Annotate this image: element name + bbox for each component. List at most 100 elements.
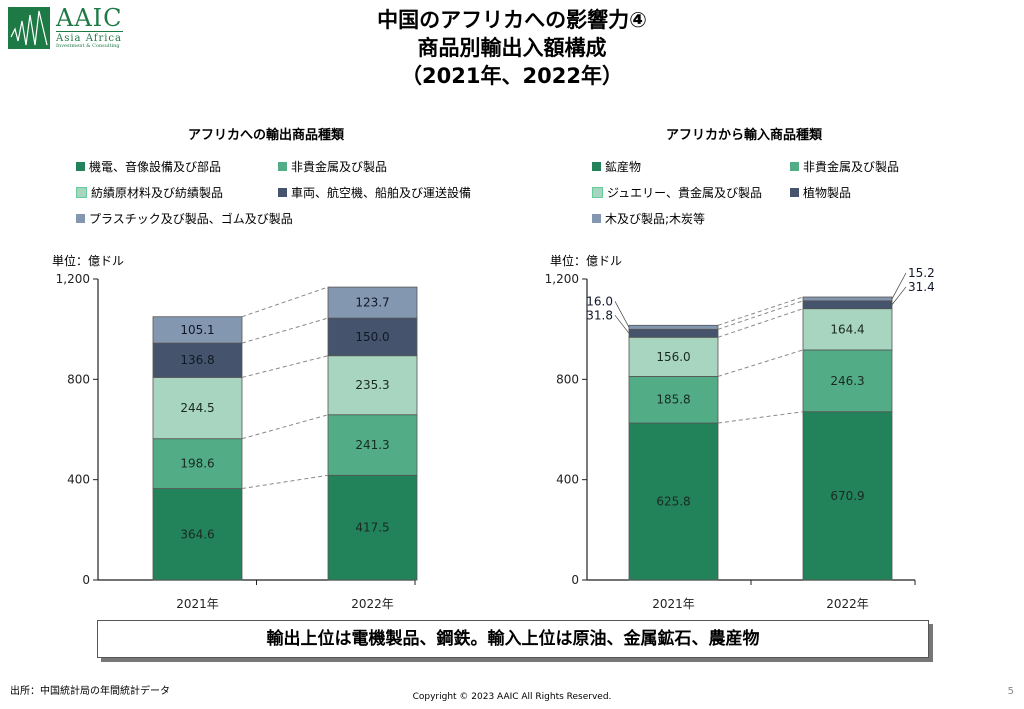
export-legend-item: プラスチック及び製品、ゴム及び製品 — [76, 210, 293, 227]
import-legend-item: 鉱産物 — [592, 158, 641, 175]
bar-segment — [327, 414, 418, 476]
export-legend-item: 紡績原材料及び紡績製品 — [76, 184, 223, 201]
legend-swatch — [592, 214, 601, 223]
bar-segment — [628, 422, 719, 581]
aaic-logo: AAIC Asia Africa Investment & Consulting — [8, 6, 123, 49]
logo-mark-icon — [8, 6, 50, 49]
export-chart-title: アフリカへの輸出商品種類 — [188, 128, 345, 143]
label-leader-line — [891, 286, 907, 305]
bar-segment — [628, 324, 719, 330]
bar-segment — [327, 474, 418, 581]
label-leader-line — [614, 315, 630, 334]
connector-line — [241, 474, 329, 490]
logo-sub-text: Asia Africa — [56, 33, 122, 44]
title-line-1: 中国のアフリカへの影響力④ — [377, 8, 647, 32]
import-legend-item: 木及び製品;木炭等 — [592, 210, 705, 227]
connector-line — [717, 308, 804, 338]
legend-swatch — [278, 188, 287, 197]
bar-segment — [327, 355, 418, 416]
x-tick-label: 2021年 — [176, 597, 219, 611]
bar-segment — [152, 488, 243, 581]
label-leader-line — [891, 272, 907, 300]
label-leader-line — [614, 301, 630, 328]
legend-swatch — [592, 162, 601, 171]
legend-label: 鉱産物 — [605, 160, 642, 174]
source-note: 出所：中国統計局の年間統計データ — [10, 686, 170, 697]
bar-segment — [802, 300, 893, 310]
title-line-2: 商品別輸出入額構成 — [417, 36, 607, 60]
bar-segment — [152, 316, 243, 344]
bar-segment — [628, 376, 719, 424]
y-tick-label: 400 — [67, 473, 90, 487]
bar-segment — [802, 349, 893, 413]
x-tick-label: 2021年 — [652, 597, 695, 611]
bar-segment — [152, 342, 243, 378]
export-unit-label: 単位：億ドル — [52, 254, 125, 268]
data-label: 123.7 — [355, 296, 389, 310]
copyright: Copyright © 2023 AAIC All Rights Reserve… — [412, 692, 612, 702]
connector-line — [241, 414, 329, 440]
bar-segment — [628, 336, 719, 377]
legend-label: 非貴金属及び製品 — [803, 160, 900, 174]
bar-segment — [802, 296, 893, 302]
y-tick-label: 1,200 — [56, 272, 90, 286]
y-tick-label: 0 — [571, 573, 579, 587]
y-tick-label: 800 — [556, 372, 579, 386]
data-label: 185.8 — [656, 393, 690, 407]
data-label: 15.2 — [908, 266, 935, 280]
data-label: 670.9 — [830, 489, 864, 503]
legend-label: 紡績原材料及び紡績製品 — [91, 186, 224, 200]
data-label: 246.3 — [830, 374, 864, 388]
connector-line — [717, 411, 804, 424]
data-label: 364.6 — [180, 527, 214, 541]
import-legend-item: 植物製品 — [790, 184, 851, 201]
import-legend-item: 非貴金属及び製品 — [790, 158, 899, 175]
title-line-3: （2021年、2022年） — [401, 64, 623, 88]
legend-label: 木及び製品;木炭等 — [605, 212, 706, 226]
data-label: 244.5 — [180, 401, 214, 415]
legend-label: 非貴金属及び製品 — [291, 160, 388, 174]
legend-swatch — [790, 188, 799, 197]
x-tick-label: 2022年 — [351, 597, 394, 611]
bar-segment — [802, 411, 893, 581]
import-chart-title: アフリカから輸入商品種類 — [666, 128, 823, 143]
legend-swatch — [76, 162, 85, 171]
y-tick-label: 400 — [556, 473, 579, 487]
bar-segment — [327, 317, 418, 357]
connector-line — [241, 355, 329, 378]
bar-segment — [152, 438, 243, 489]
summary-box: 輸出上位は電機製品、鋼鉄。輸入上位は原油、金属鉱石、農産物 — [97, 620, 929, 658]
data-label: 156.0 — [656, 350, 690, 364]
legend-label: プラスチック及び製品、ゴム及び製品 — [89, 212, 293, 226]
data-label: 150.0 — [355, 330, 389, 344]
data-label: 31.4 — [908, 280, 935, 294]
logo-main-text: AAIC — [56, 4, 123, 32]
legend-label: 機電、音像設備及び部品 — [89, 160, 222, 174]
connector-line — [717, 296, 804, 326]
bar-segment — [802, 308, 893, 351]
data-label: 31.8 — [586, 308, 613, 322]
export-legend-item: 車両、航空機、船舶及び運送設備 — [278, 184, 471, 201]
x-tick-label: 2022年 — [826, 597, 869, 611]
logo-sub2-text: Investment & Consulting — [56, 43, 120, 49]
data-label: 417.5 — [355, 521, 389, 535]
legend-swatch — [76, 214, 85, 223]
connector-line — [241, 286, 329, 318]
page-title: 中国のアフリカへの影響力④ 商品別輸出入額構成 （2021年、2022年） — [0, 6, 1024, 90]
data-label: 16.0 — [586, 294, 613, 308]
bar-segment — [327, 286, 418, 319]
data-label: 241.3 — [355, 438, 389, 452]
export-legend-item: 非貴金属及び製品 — [278, 158, 387, 175]
export-legend-item: 機電、音像設備及び部品 — [76, 158, 221, 175]
import-legend-item: ジュエリー、貴金属及び製品 — [592, 184, 762, 201]
data-label: 198.6 — [180, 457, 214, 471]
data-label: 136.8 — [180, 353, 214, 367]
import-unit-label: 単位：億ドル — [550, 254, 623, 268]
bar-segment — [152, 377, 243, 440]
legend-label: ジュエリー、貴金属及び製品 — [607, 186, 763, 200]
y-tick-label: 1,200 — [545, 272, 579, 286]
legend-swatch — [592, 187, 603, 198]
connector-line — [241, 317, 329, 344]
legend-label: 車両、航空機、船舶及び運送設備 — [291, 186, 472, 200]
legend-swatch — [76, 187, 87, 198]
